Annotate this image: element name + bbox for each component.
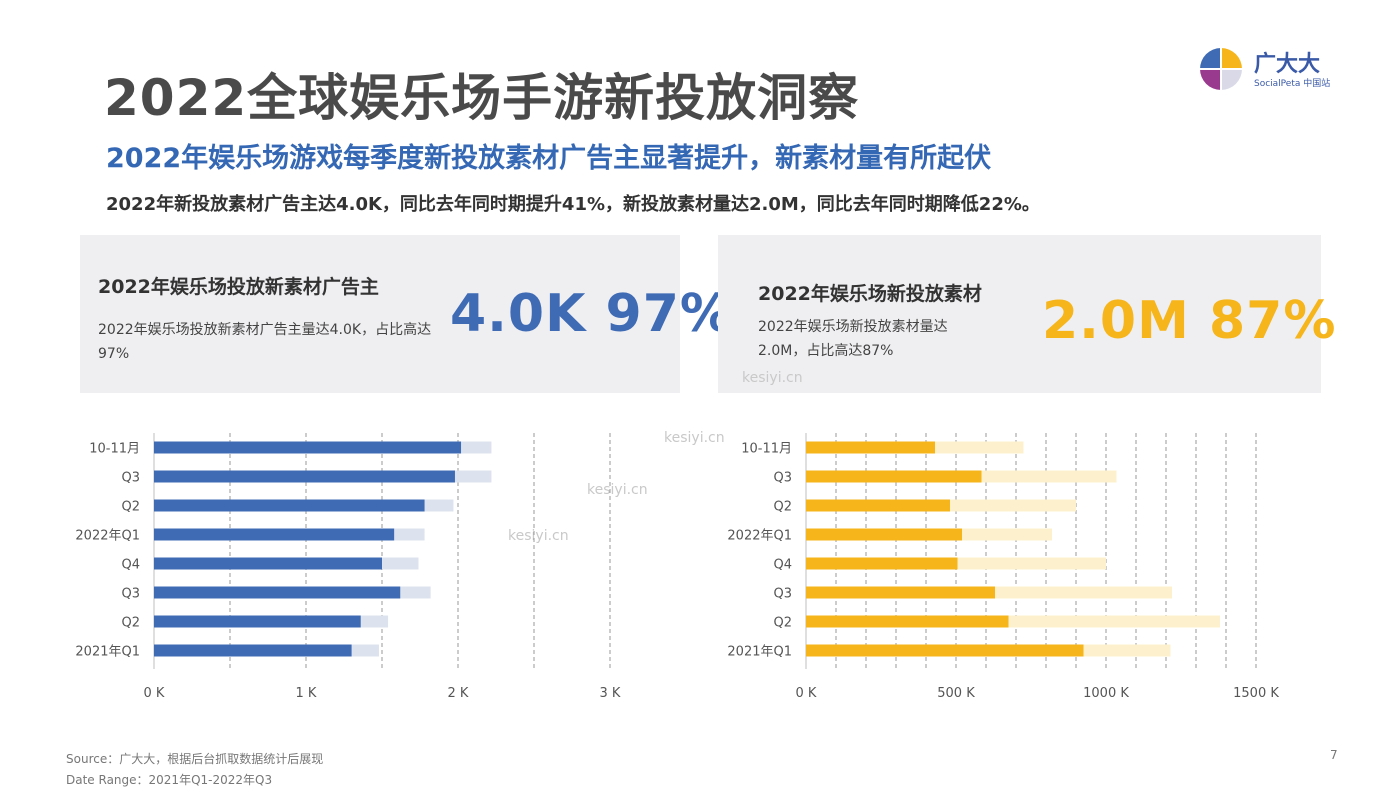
category-label: Q4 [121,558,140,573]
category-label: 2022年Q1 [75,529,140,544]
x-tick-label: 1500 K [1233,686,1279,701]
x-tick-label: 3 K [600,686,621,701]
bar-new [806,586,995,599]
category-label: 2021年Q1 [727,645,792,660]
bar-new [806,615,1009,628]
bar-new [154,441,462,454]
summary-text: 2022年新投放素材广告主达4.0K，同比去年同时期提升41%，新投放素材量达2… [106,194,1040,215]
watermark-text: kesiyi.cn [742,370,803,386]
page-title: 2022全球娱乐场手游新投放洞察 [104,69,860,127]
category-label: Q2 [773,616,792,631]
bar-new [806,499,950,512]
bar-new [154,528,395,541]
category-label: 2021年Q1 [75,645,140,660]
creative-big-value: 2.0M 87% [1042,291,1337,351]
category-label: Q2 [121,616,140,631]
advertiser-card-text: 2022年娱乐场投放新素材广告主量达4.0K，占比高达97% [98,322,432,362]
x-tick-label: 1 K [296,686,317,701]
category-label: Q3 [121,471,140,486]
creative-card-title: 2022年娱乐场新投放素材 [758,283,982,305]
logo-name: 广大大 [1254,52,1321,77]
category-label: Q3 [773,587,792,602]
category-label: 2022年Q1 [727,529,792,544]
bar-new [806,528,962,541]
creative-card [718,235,1321,393]
category-label: 10-11月 [89,442,140,457]
x-tick-label: 500 K [937,686,975,701]
bar-new [806,557,958,570]
category-label: Q3 [773,471,792,486]
page-subtitle: 2022年娱乐场游戏每季度新投放素材广告主显著提升，新素材量有所起伏 [106,143,992,174]
advertiser-card [80,235,680,393]
bar-new [154,615,361,628]
page-number: 7 [1330,748,1338,762]
logo-sub: SocialPeta 中国站 [1254,79,1331,89]
bar-new [806,644,1084,657]
category-label: 10-11月 [741,442,792,457]
bar-new [154,557,382,570]
bar-new [806,441,935,454]
bar-new [154,644,352,657]
brand-logo: 广大大 SocialPeta 中国站 [1198,46,1348,94]
advertiser-card-title: 2022年娱乐场投放新素材广告主 [98,276,379,298]
footer-source: Source：广大大，根据后台抓取数据统计后展现 [66,752,324,766]
watermark-text: kesiyi.cn [508,528,569,544]
creative-card-text: 2022年娱乐场新投放素材量达2.0M，占比高达87% [758,319,948,359]
x-tick-label: 2 K [448,686,469,701]
advertiser-bar-chart: 10-11月 Q3 Q2 2022年Q1 Q4 Q3 Q2 2021年Q1 0 K 1 K 2 K 3… [75,433,621,701]
bar-new [154,499,425,512]
category-label: Q2 [773,500,792,515]
watermark-text: kesiyi.cn [664,430,725,446]
category-label: Q4 [773,558,792,573]
bar-new [806,470,982,483]
category-label: Q3 [121,587,140,602]
creative-bar-chart: 10-11月 Q3 Q2 2022年Q1 Q4 Q3 Q2 2021年Q1 0 K 500 K 10… [727,433,1279,701]
x-tick-label: 1000 K [1083,686,1129,701]
advertiser-big-value: 4.0K 97% [450,284,733,344]
footer-date-range: Date Range：2021年Q1-2022年Q3 [66,773,273,787]
category-label: Q2 [121,500,140,515]
watermark-text: kesiyi.cn [587,482,648,498]
bar-new [154,470,455,483]
bar-new [154,586,401,599]
x-tick-label: 0 K [796,686,817,701]
logo-icon [1200,48,1242,90]
x-tick-label: 0 K [144,686,165,701]
